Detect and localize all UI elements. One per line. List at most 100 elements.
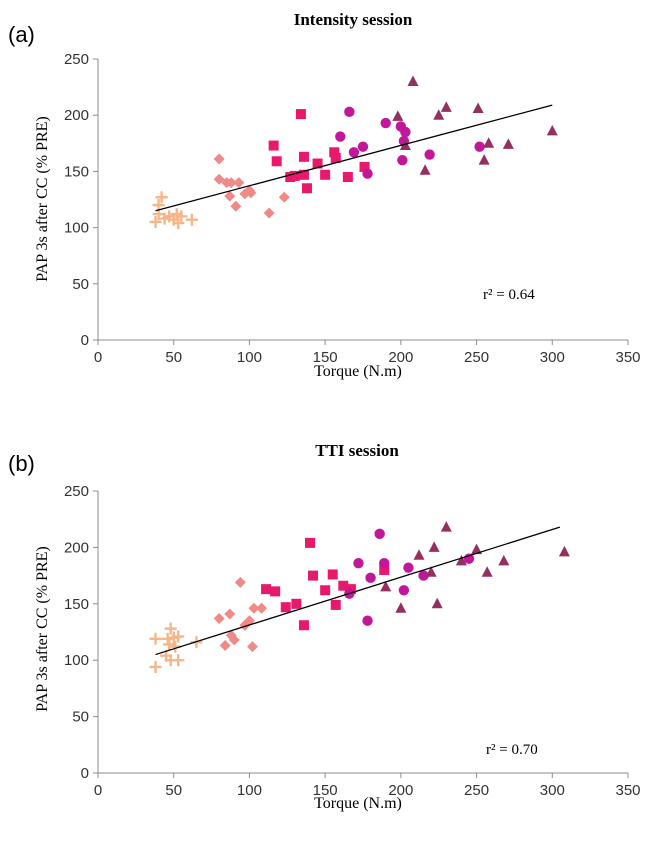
y-tick-label: 250: [64, 483, 89, 500]
data-point-triangle: [483, 137, 495, 148]
trend-line: [155, 104, 553, 212]
data-point-circle: [380, 117, 391, 129]
data-point-circle: [474, 141, 485, 152]
x-tick-label: 50: [165, 782, 182, 799]
data-point-plus: [185, 213, 198, 226]
x-tick-label: 100: [237, 349, 262, 366]
data-point-plus: [172, 654, 185, 667]
data-point-triangle: [392, 110, 404, 121]
data-point-circle: [348, 147, 360, 158]
data-point-triangle: [395, 602, 407, 613]
data-point-triangle: [419, 164, 431, 175]
data-point-triangle: [546, 124, 558, 136]
y-tick-label: 150: [64, 596, 89, 613]
data-point-plus: [149, 215, 162, 228]
data-point-plus: [163, 638, 176, 651]
data-point-triangle: [471, 543, 483, 555]
data-point-square: [280, 602, 291, 613]
y-tick-label: 200: [64, 539, 89, 556]
data-point-triangle: [558, 545, 570, 557]
data-point-triangle: [428, 541, 440, 552]
data-point-diamond: [246, 641, 258, 653]
x-tick-label: 350: [615, 782, 640, 799]
data-point-square: [320, 585, 331, 596]
plot-area: 0 50 100 150 200 250 0 50 100 150 200 250 300 350: [64, 483, 641, 799]
data-point-circle: [357, 141, 369, 152]
data-point-diamond: [225, 177, 237, 189]
plot-area: 0 50 100 150 200 250 0 50 100 150 200 250 300 350: [64, 51, 641, 366]
x-tick-label: 150: [313, 349, 338, 366]
y-tick-label: 200: [64, 107, 89, 124]
data-point-diamond: [248, 602, 260, 614]
panel-label: (a): [8, 22, 35, 47]
data-point-circle: [344, 106, 355, 118]
data-point-diamond: [233, 177, 245, 189]
data-point-square: [327, 569, 338, 580]
data-point-circle: [397, 154, 408, 166]
data-point-diamond: [213, 153, 225, 165]
data-point-triangle: [498, 554, 510, 566]
data-point-square: [289, 170, 300, 181]
data-point-diamond: [224, 608, 236, 620]
data-point-square: [270, 586, 281, 597]
data-point-triangle: [413, 549, 425, 560]
data-point-triangle: [502, 138, 514, 149]
r-squared-annotation: r² = 0.70: [486, 742, 538, 758]
data-point-plus: [155, 191, 168, 204]
data-point-plus: [164, 622, 177, 635]
y-tick-label: 50: [72, 276, 89, 293]
x-tick-label: 300: [540, 349, 565, 366]
data-point-square: [308, 570, 319, 581]
data-point-square: [338, 580, 349, 591]
data-point-triangle: [433, 109, 445, 120]
data-point-diamond: [234, 576, 246, 588]
y-tick-label: 250: [64, 51, 89, 68]
x-tick-label: 300: [540, 782, 565, 799]
data-point-diamond: [224, 190, 236, 202]
data-point-circle: [374, 528, 385, 540]
data-point-circle: [418, 570, 429, 581]
data-point-square: [379, 564, 390, 575]
chart-title: TTI session: [315, 441, 399, 460]
chart-title: Intensity session: [294, 10, 413, 29]
data-point-circle: [379, 557, 390, 569]
data-point-circle: [335, 131, 346, 142]
x-axis-label: Torque (N.m): [314, 363, 402, 380]
data-point-circle: [398, 585, 410, 596]
data-point-circle: [353, 557, 364, 569]
data-point-triangle: [472, 102, 484, 113]
data-point-triangle: [481, 566, 493, 577]
r-squared-annotation: r² = 0.64: [483, 287, 535, 303]
data-point-triangle: [431, 597, 443, 609]
data-point-square: [291, 598, 302, 609]
data-point-square: [330, 152, 341, 163]
data-point-diamond: [245, 187, 257, 199]
data-point-square: [359, 161, 370, 172]
data-point-diamond: [213, 612, 225, 624]
data-point-square: [330, 599, 341, 610]
panel-label: (b): [8, 451, 35, 476]
x-tick-label: 150: [313, 782, 338, 799]
data-point-square: [271, 156, 282, 167]
data-point-square: [298, 620, 309, 631]
data-point-triangle: [407, 75, 419, 86]
data-point-triangle: [440, 101, 452, 112]
trend-line: [155, 526, 561, 656]
y-tick-label: 0: [81, 332, 89, 349]
x-tick-label: 200: [388, 782, 413, 799]
panel-b: (b) TTI session Torque (N.m) PAP 3s afte…: [8, 441, 641, 812]
data-point-square: [261, 584, 272, 595]
x-tick-label: 250: [464, 782, 489, 799]
x-axis-label: Torque (N.m): [314, 795, 402, 812]
data-point-circle: [403, 562, 414, 573]
data-point-diamond: [263, 207, 275, 219]
y-axis-label: PAP 3s after CC (% PRE): [34, 116, 51, 282]
data-point-diamond: [278, 191, 290, 203]
data-point-circle: [362, 615, 373, 626]
x-tick-label: 350: [615, 349, 640, 366]
x-tick-label: 100: [237, 782, 262, 799]
data-point-square: [342, 172, 353, 183]
data-point-plus: [149, 632, 162, 645]
data-point-plus: [175, 210, 188, 223]
x-tick-label: 0: [94, 349, 102, 366]
